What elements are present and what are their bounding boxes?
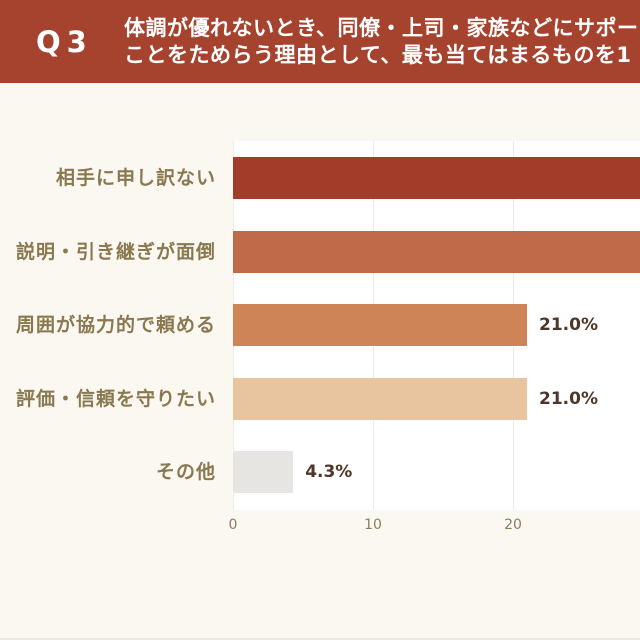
- x-axis-tick-label: 0: [228, 517, 238, 533]
- category-label: 評価・信頼を守りたい: [15, 387, 216, 410]
- question-text-line-2: ことをためらう理由として、最も当てはまるものを1: [124, 42, 632, 67]
- bar-5: [233, 451, 294, 493]
- category-label: その他: [155, 461, 216, 483]
- bar-chart: 相手に申し訳ない説明・引き継ぎが面倒 周囲が協力的で頼める 21.0% 評価・信頼を守…: [0, 83, 640, 640]
- bar-1: [233, 157, 640, 199]
- question-banner: Q3 体調が優れないとき、同僚・上司・家族などにサポー ことをためらう理由として…: [0, 0, 640, 83]
- question-number: Q3: [36, 24, 93, 59]
- category-label: 周囲が協力的で頼める: [15, 314, 216, 336]
- question-text-line-1: 体調が優れないとき、同僚・上司・家族などにサポー: [124, 15, 639, 40]
- bar-2: [233, 230, 640, 273]
- question-text: 体調が優れないとき、同僚・上司・家族などにサポー ことをためらう理由として、最も…: [124, 15, 639, 69]
- x-axis-tick-label: 10: [364, 517, 382, 533]
- value-label: 4.3%: [305, 462, 353, 482]
- category-label: 説明・引き継ぎが面倒: [15, 240, 216, 263]
- category-label: 相手に申し訳ない: [55, 167, 216, 189]
- bottom-divider: [0, 638, 640, 640]
- value-label: 21.0%: [539, 388, 598, 409]
- bar-3: [233, 304, 527, 346]
- value-label: 21.0%: [539, 315, 598, 335]
- bar-4: [233, 377, 527, 420]
- x-axis-tick-label: 20: [504, 517, 522, 533]
